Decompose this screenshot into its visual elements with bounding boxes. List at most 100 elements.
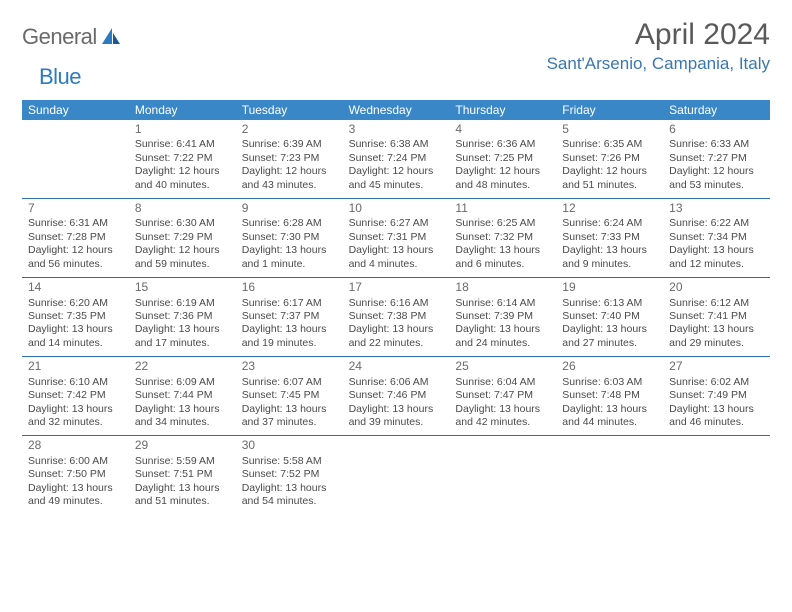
day-number: 23 xyxy=(242,359,337,374)
day-number: 14 xyxy=(28,280,123,295)
daylight-text: Daylight: 13 hours xyxy=(455,323,550,336)
daylight-text: and 9 minutes. xyxy=(562,258,657,271)
calendar-cell: 16Sunrise: 6:17 AMSunset: 7:37 PMDayligh… xyxy=(236,278,343,356)
weeks-container: 1Sunrise: 6:41 AMSunset: 7:22 PMDaylight… xyxy=(22,120,770,515)
calendar-cell: 18Sunrise: 6:14 AMSunset: 7:39 PMDayligh… xyxy=(449,278,556,356)
sunset-text: Sunset: 7:25 PM xyxy=(455,152,550,165)
daylight-text: Daylight: 13 hours xyxy=(349,244,444,257)
week-row: 7Sunrise: 6:31 AMSunset: 7:28 PMDaylight… xyxy=(22,199,770,278)
daylight-text: Daylight: 13 hours xyxy=(242,403,337,416)
calendar-cell: 27Sunrise: 6:02 AMSunset: 7:49 PMDayligh… xyxy=(663,357,770,435)
calendar-cell xyxy=(556,436,663,514)
sunrise-text: Sunrise: 6:14 AM xyxy=(455,297,550,310)
day-number: 10 xyxy=(349,201,444,216)
sunset-text: Sunset: 7:33 PM xyxy=(562,231,657,244)
day-number: 2 xyxy=(242,122,337,137)
sunrise-text: Sunrise: 6:22 AM xyxy=(669,217,764,230)
daylight-text: Daylight: 13 hours xyxy=(135,482,230,495)
daylight-text: and 48 minutes. xyxy=(455,179,550,192)
daylight-text: and 59 minutes. xyxy=(135,258,230,271)
day-header: Tuesday xyxy=(236,100,343,120)
calendar: Sunday Monday Tuesday Wednesday Thursday… xyxy=(22,100,770,515)
sunset-text: Sunset: 7:47 PM xyxy=(455,389,550,402)
calendar-cell xyxy=(449,436,556,514)
sunrise-text: Sunrise: 6:04 AM xyxy=(455,376,550,389)
daylight-text: Daylight: 12 hours xyxy=(135,244,230,257)
location: Sant'Arsenio, Campania, Italy xyxy=(547,54,770,74)
sunset-text: Sunset: 7:51 PM xyxy=(135,468,230,481)
daylight-text: Daylight: 12 hours xyxy=(562,165,657,178)
sunset-text: Sunset: 7:28 PM xyxy=(28,231,123,244)
sunrise-text: Sunrise: 6:07 AM xyxy=(242,376,337,389)
sunset-text: Sunset: 7:36 PM xyxy=(135,310,230,323)
day-header: Friday xyxy=(556,100,663,120)
calendar-cell: 12Sunrise: 6:24 AMSunset: 7:33 PMDayligh… xyxy=(556,199,663,277)
sunrise-text: Sunrise: 6:38 AM xyxy=(349,138,444,151)
sunset-text: Sunset: 7:46 PM xyxy=(349,389,444,402)
calendar-cell: 28Sunrise: 6:00 AMSunset: 7:50 PMDayligh… xyxy=(22,436,129,514)
day-number: 4 xyxy=(455,122,550,137)
sunset-text: Sunset: 7:49 PM xyxy=(669,389,764,402)
daylight-text: and 54 minutes. xyxy=(242,495,337,508)
day-header: Wednesday xyxy=(343,100,450,120)
sunrise-text: Sunrise: 6:16 AM xyxy=(349,297,444,310)
daylight-text: and 1 minute. xyxy=(242,258,337,271)
daylight-text: Daylight: 13 hours xyxy=(349,403,444,416)
sunrise-text: Sunrise: 6:39 AM xyxy=(242,138,337,151)
sunset-text: Sunset: 7:23 PM xyxy=(242,152,337,165)
calendar-cell: 2Sunrise: 6:39 AMSunset: 7:23 PMDaylight… xyxy=(236,120,343,198)
sunrise-text: Sunrise: 6:33 AM xyxy=(669,138,764,151)
day-headers: Sunday Monday Tuesday Wednesday Thursday… xyxy=(22,100,770,120)
day-number: 20 xyxy=(669,280,764,295)
sunrise-text: Sunrise: 5:59 AM xyxy=(135,455,230,468)
daylight-text: Daylight: 13 hours xyxy=(28,482,123,495)
day-number: 11 xyxy=(455,201,550,216)
daylight-text: Daylight: 12 hours xyxy=(349,165,444,178)
daylight-text: and 49 minutes. xyxy=(28,495,123,508)
calendar-cell: 10Sunrise: 6:27 AMSunset: 7:31 PMDayligh… xyxy=(343,199,450,277)
daylight-text: Daylight: 13 hours xyxy=(669,244,764,257)
calendar-cell: 19Sunrise: 6:13 AMSunset: 7:40 PMDayligh… xyxy=(556,278,663,356)
sunset-text: Sunset: 7:22 PM xyxy=(135,152,230,165)
sunrise-text: Sunrise: 6:17 AM xyxy=(242,297,337,310)
calendar-cell: 17Sunrise: 6:16 AMSunset: 7:38 PMDayligh… xyxy=(343,278,450,356)
day-number: 17 xyxy=(349,280,444,295)
logo: General xyxy=(22,18,123,50)
daylight-text: Daylight: 13 hours xyxy=(242,482,337,495)
sunset-text: Sunset: 7:39 PM xyxy=(455,310,550,323)
sunrise-text: Sunrise: 6:19 AM xyxy=(135,297,230,310)
daylight-text: and 27 minutes. xyxy=(562,337,657,350)
sunset-text: Sunset: 7:48 PM xyxy=(562,389,657,402)
day-number: 25 xyxy=(455,359,550,374)
daylight-text: Daylight: 12 hours xyxy=(135,165,230,178)
sunrise-text: Sunrise: 6:27 AM xyxy=(349,217,444,230)
day-number: 26 xyxy=(562,359,657,374)
sunrise-text: Sunrise: 6:35 AM xyxy=(562,138,657,151)
logo-sail-icon xyxy=(101,27,121,50)
sunset-text: Sunset: 7:31 PM xyxy=(349,231,444,244)
daylight-text: Daylight: 13 hours xyxy=(28,403,123,416)
day-number: 8 xyxy=(135,201,230,216)
sunset-text: Sunset: 7:40 PM xyxy=(562,310,657,323)
daylight-text: Daylight: 13 hours xyxy=(135,403,230,416)
logo-text-blue: Blue xyxy=(39,64,81,90)
day-number: 21 xyxy=(28,359,123,374)
daylight-text: Daylight: 13 hours xyxy=(242,323,337,336)
daylight-text: and 19 minutes. xyxy=(242,337,337,350)
daylight-text: and 22 minutes. xyxy=(349,337,444,350)
sunrise-text: Sunrise: 6:03 AM xyxy=(562,376,657,389)
daylight-text: Daylight: 13 hours xyxy=(669,323,764,336)
daylight-text: Daylight: 13 hours xyxy=(28,323,123,336)
day-number: 30 xyxy=(242,438,337,453)
day-number: 19 xyxy=(562,280,657,295)
calendar-cell: 8Sunrise: 6:30 AMSunset: 7:29 PMDaylight… xyxy=(129,199,236,277)
calendar-cell: 15Sunrise: 6:19 AMSunset: 7:36 PMDayligh… xyxy=(129,278,236,356)
calendar-cell: 13Sunrise: 6:22 AMSunset: 7:34 PMDayligh… xyxy=(663,199,770,277)
sunrise-text: Sunrise: 6:12 AM xyxy=(669,297,764,310)
day-number: 16 xyxy=(242,280,337,295)
calendar-cell: 26Sunrise: 6:03 AMSunset: 7:48 PMDayligh… xyxy=(556,357,663,435)
sunrise-text: Sunrise: 6:00 AM xyxy=(28,455,123,468)
daylight-text: and 46 minutes. xyxy=(669,416,764,429)
sunset-text: Sunset: 7:30 PM xyxy=(242,231,337,244)
calendar-cell xyxy=(343,436,450,514)
